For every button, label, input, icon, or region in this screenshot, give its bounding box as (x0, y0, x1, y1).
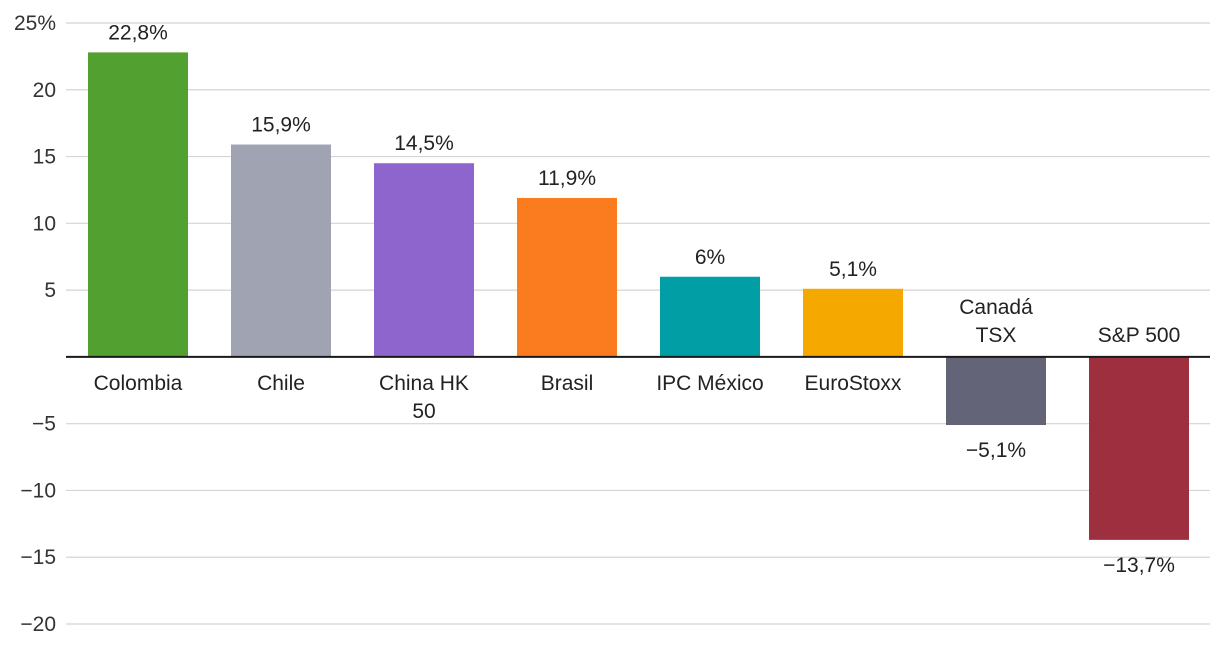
category-label: China HK (379, 372, 469, 395)
category-labels: Colombia Chile China HK 50 Brasil IPC México E… (94, 296, 1181, 423)
category-label: Canadá (959, 296, 1033, 319)
data-label: 22,8% (108, 21, 168, 44)
category-label: TSX (976, 324, 1017, 347)
data-label: 15,9% (251, 114, 311, 137)
y-tick-label: 5 (44, 279, 56, 302)
y-tick-label: −20 (20, 613, 56, 636)
data-label: −13,7% (1103, 554, 1175, 577)
category-label: IPC México (656, 372, 763, 395)
bar (803, 288, 903, 357)
y-tick-label: −15 (20, 546, 56, 569)
category-label: Chile (257, 372, 305, 395)
bar (374, 163, 474, 357)
data-label: 6% (695, 246, 725, 269)
bar (517, 197, 617, 357)
data-label: −5,1% (966, 439, 1026, 462)
y-tick-label: 25% (14, 12, 56, 35)
bar (946, 356, 1046, 426)
bars (88, 52, 1189, 540)
bar (231, 144, 331, 357)
data-label: 5,1% (829, 258, 877, 281)
bar (88, 52, 188, 357)
value-labels: 22,8% 15,9% 14,5% 11,9% 6% 5,1% −5,1% −13,7% (108, 21, 1175, 576)
y-tick-label: −10 (20, 479, 56, 502)
bar (1089, 356, 1189, 540)
data-label: 11,9% (538, 167, 596, 190)
y-tick-label: 20 (33, 79, 56, 102)
category-label: 50 (412, 400, 435, 423)
category-label: Colombia (94, 372, 183, 395)
data-label: 14,5% (394, 132, 454, 155)
y-tick-label: −5 (32, 413, 56, 436)
category-label: EuroStoxx (805, 372, 902, 395)
y-tick-label: 10 (33, 212, 56, 235)
category-label: Brasil (541, 372, 594, 395)
y-axis-ticks: 25% 20 15 10 5 −5 −10 −15 −20 (14, 12, 56, 636)
y-tick-label: 15 (33, 146, 56, 169)
bar (660, 276, 760, 357)
category-label: S&P 500 (1098, 324, 1181, 347)
